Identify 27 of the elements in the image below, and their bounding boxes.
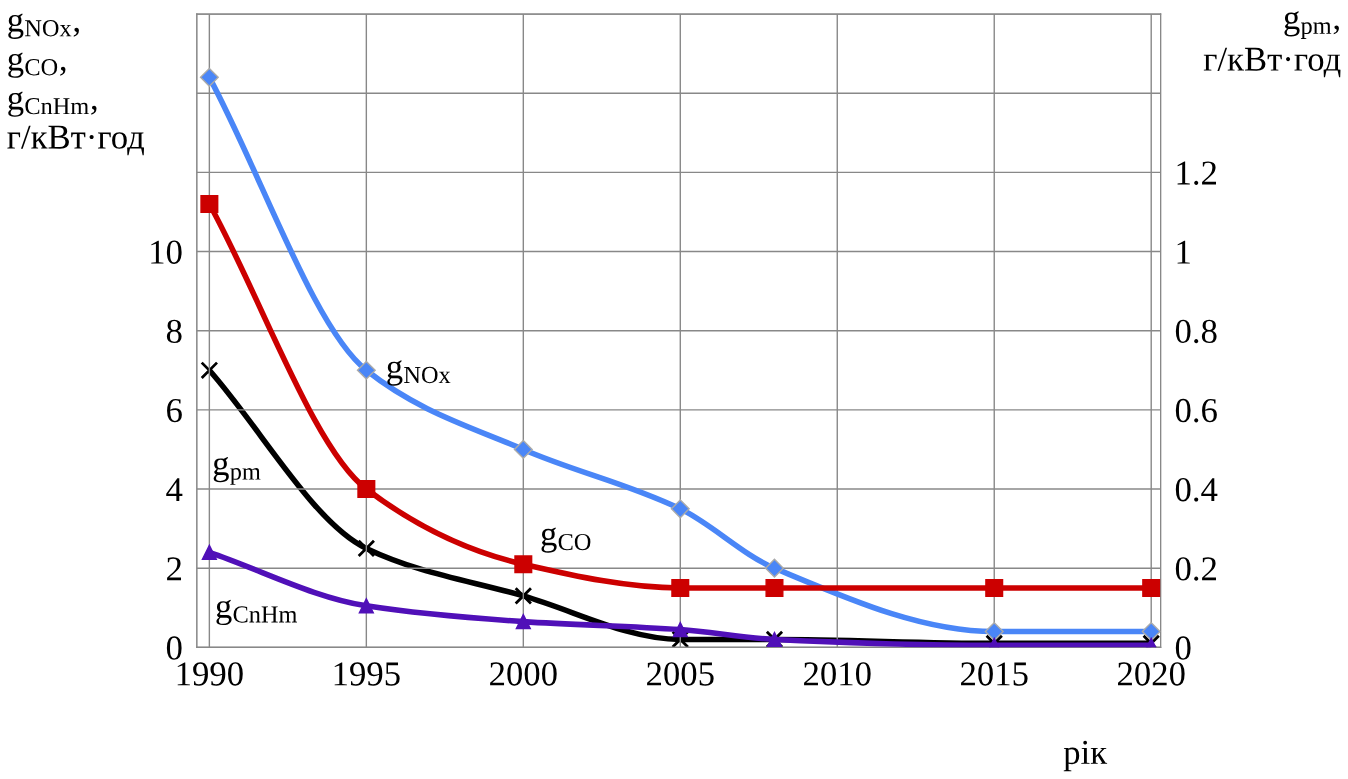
y-tick-label: 8 [166,319,182,344]
y2-axis-title: g$_{pm}$, г/кВт·год [1203,11,1341,78]
y-tick-label: 4 [166,478,183,502]
y-tick-label: 2 [167,557,181,581]
series-label: g$_{pm}$ [213,456,261,485]
y2-tick-label: 0.2 [1175,557,1216,581]
y-tick-label: 0 [166,636,182,660]
x-tick-label: 1990 [177,662,243,686]
y2-tick-label: 1 [1177,240,1190,264]
series-label: g$_{CO}$ [541,527,591,553]
series-label: g$_{NOx}$ [387,360,451,386]
y2-tick-label: 1.2 [1177,161,1216,185]
x-tick-label: 2020 [1118,662,1185,686]
y-tick-label: 10 [151,240,182,264]
x-axis-title: рік [1063,740,1108,772]
y2-tick-label: 0 [1175,636,1191,660]
x-tick-label: 2015 [961,662,1028,686]
x-tick-label: 2005 [647,662,714,686]
text: g$_{NOx}$, g$_{CO}$, g$_{CnHm}$, г/кВт·год [7,13,145,156]
y2-tick-label: 0.4 [1175,477,1218,502]
x-tick-label: 1995 [334,662,400,686]
y2-tick-label: 0.8 [1175,319,1217,344]
x-tick-label: 2000 [490,662,557,686]
x-tick-label: 2010 [804,662,871,686]
y2-tick-label: 0.6 [1175,398,1217,423]
series-label: g$_{CnHm}$ [216,599,297,626]
y-tick-label: 6 [167,398,182,423]
